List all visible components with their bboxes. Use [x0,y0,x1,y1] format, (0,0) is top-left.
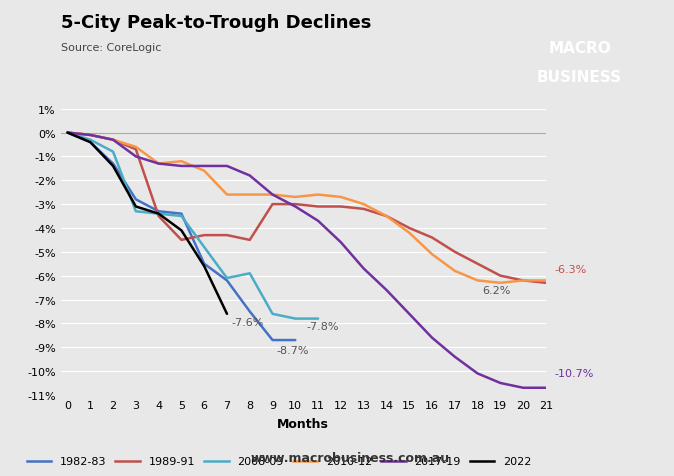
X-axis label: Months: Months [278,417,329,430]
Legend: 1982-83, 1989-91, 2008-09, 2010-12, 2017-19, 2022: 1982-83, 1989-91, 2008-09, 2010-12, 2017… [22,452,536,471]
Text: -7.8%: -7.8% [307,321,339,331]
Text: -6.3%: -6.3% [554,264,586,274]
Text: 6.2%: 6.2% [482,286,510,295]
Text: Source: CoreLogic: Source: CoreLogic [61,43,161,53]
Text: -8.7%: -8.7% [276,345,309,355]
Text: MACRO: MACRO [548,41,611,56]
Text: www.macrobusiness.com.au: www.macrobusiness.com.au [251,451,450,464]
Text: 5-City Peak-to-Trough Declines: 5-City Peak-to-Trough Declines [61,14,371,32]
Text: BUSINESS: BUSINESS [537,70,622,85]
Text: -10.7%: -10.7% [554,369,593,378]
Text: -7.6%: -7.6% [232,317,264,327]
